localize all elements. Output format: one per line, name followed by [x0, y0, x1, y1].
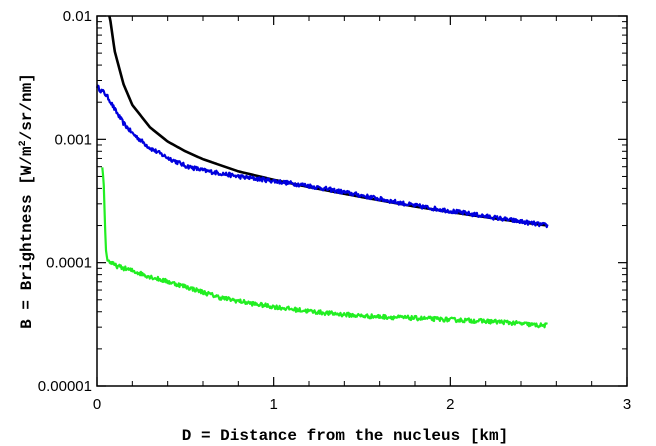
y-axis-title-prefix: B = Brightness [W/m	[18, 146, 36, 329]
x-tick-label: 0	[93, 396, 101, 413]
y-tick-label: 0.00001	[38, 378, 92, 395]
series-line-0	[108, 15, 548, 227]
x-tick-label: 1	[269, 396, 277, 413]
y-axis-title: B = Brightness [W/m2/sr/nm]	[18, 73, 36, 329]
x-tick-label: 2	[446, 396, 454, 413]
y-axis-title-superscript: 2	[18, 140, 29, 146]
series-line-1	[95, 84, 549, 229]
y-tick-label: 0.01	[63, 8, 92, 25]
plot-frame	[96, 15, 628, 387]
x-tick-label: 3	[623, 396, 631, 413]
y-axis-title-suffix: /sr/nm]	[18, 73, 36, 140]
series-line-2	[101, 167, 548, 329]
x-axis-title: D = Distance from the nucleus [km]	[182, 427, 508, 445]
tick-layer: 0 1 2 3 0.00001 0.0001 0.001 0.01	[38, 8, 631, 413]
y-tick-label: 0.0001	[46, 255, 92, 272]
y-tick-label: 0.001	[54, 131, 92, 148]
series-layer	[95, 15, 549, 329]
